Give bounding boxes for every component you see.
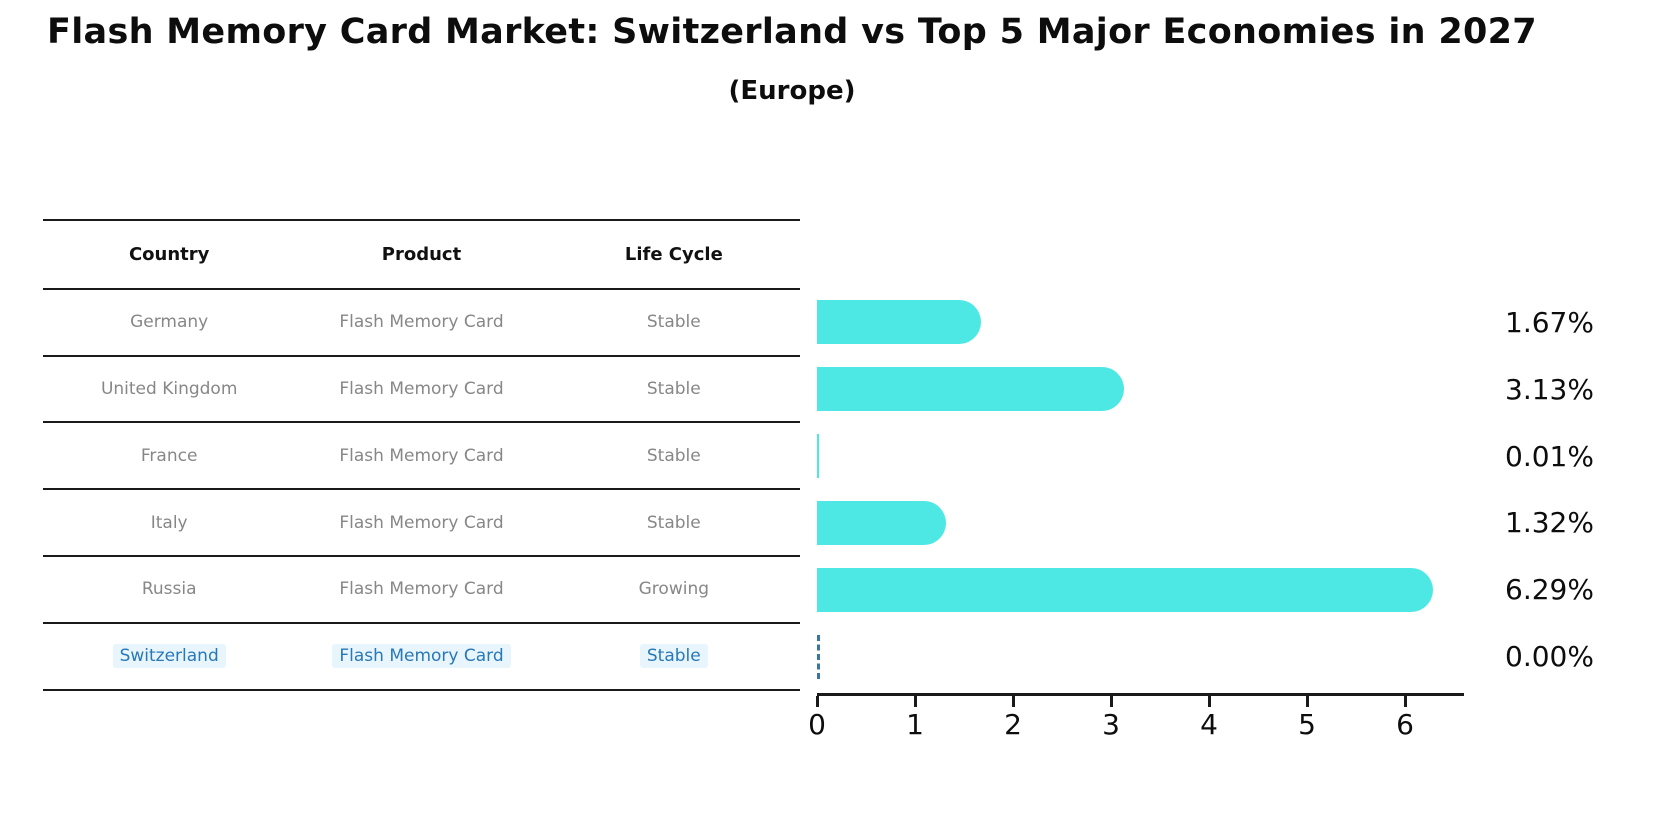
bar-value-label: 6.29% (1505, 573, 1594, 607)
x-axis-tick (914, 696, 917, 707)
bar-value-label: 0.01% (1505, 439, 1594, 473)
x-axis-tick (1404, 696, 1407, 707)
table-row-italy: Italy Flash Memory Card Stable (43, 490, 800, 557)
table-row-germany: Germany Flash Memory Card Stable (43, 290, 800, 357)
bar-france (817, 434, 819, 479)
bars (817, 289, 1477, 690)
cell-product: Flash Memory Card (339, 445, 504, 466)
x-tick-label: 2 (1004, 708, 1022, 741)
cell-life-cycle: Stable (646, 445, 701, 466)
column-header-country: Country (128, 243, 210, 265)
table-row-switzerland: Switzerland Flash Memory Card Stable (43, 624, 800, 691)
column-header-life-cycle: Life Cycle (624, 243, 723, 265)
x-tick-label: 6 (1396, 708, 1414, 741)
cell-product: Flash Memory Card (332, 644, 511, 669)
bar-value-label: 3.13% (1505, 372, 1594, 406)
x-tick-label: 4 (1200, 708, 1218, 741)
cell-product: Flash Memory Card (339, 512, 504, 533)
cell-country: Germany (130, 312, 209, 333)
x-tick-label: 5 (1298, 708, 1316, 741)
x-axis-tick (1306, 696, 1309, 707)
cell-product: Flash Memory Card (339, 312, 504, 333)
cell-country: France (140, 445, 198, 466)
x-axis-tick-labels: 0 1 2 3 4 5 6 (808, 708, 1464, 748)
bar-united-kingdom (817, 367, 1124, 412)
bar-germany (817, 300, 981, 345)
cell-product: Flash Memory Card (339, 378, 504, 399)
table-row-united-kingdom: United Kingdom Flash Memory Card Stable (43, 357, 800, 424)
x-axis-tick (816, 696, 819, 707)
x-axis-tick (1208, 696, 1211, 707)
cell-life-cycle: Growing (638, 579, 710, 600)
x-tick-label: 0 (808, 708, 826, 741)
bar-switzerland-zero-marker (817, 634, 820, 679)
country-table: Country Product Life Cycle Germany Flash… (43, 219, 800, 691)
cell-country: Switzerland (112, 644, 226, 669)
cell-life-cycle: Stable (646, 512, 701, 533)
bar-value-label: 1.67% (1505, 305, 1594, 339)
x-axis-line (816, 693, 1464, 707)
chart-subtitle: (Europe) (728, 76, 856, 106)
cell-product: Flash Memory Card (339, 579, 504, 600)
cell-life-cycle: Stable (639, 644, 708, 669)
x-axis-tick (1012, 696, 1015, 707)
column-header-product: Product (381, 243, 462, 265)
table-row-france: France Flash Memory Card Stable (43, 423, 800, 491)
table-header-row: Country Product Life Cycle (43, 221, 800, 290)
bar-value-label: 1.32% (1505, 506, 1594, 540)
table-row-russia: Russia Flash Memory Card Growing (43, 557, 800, 624)
cell-country: United Kingdom (100, 378, 238, 399)
bar-russia (817, 567, 1434, 612)
cell-life-cycle: Stable (646, 378, 701, 399)
value-labels: 1.67% 3.13% 0.01% 1.32% 6.29% 0.00% (1505, 289, 1665, 690)
cell-country: Italy (150, 512, 188, 533)
bar-italy (817, 500, 947, 545)
cell-country: Russia (141, 579, 197, 600)
x-tick-label: 3 (1102, 708, 1120, 741)
chart-title: Flash Memory Card Market: Switzerland vs… (47, 12, 1537, 52)
x-tick-label: 1 (906, 708, 924, 741)
x-axis-tick (1110, 696, 1113, 707)
bar-value-label: 0.00% (1505, 640, 1594, 674)
cell-life-cycle: Stable (646, 312, 701, 333)
